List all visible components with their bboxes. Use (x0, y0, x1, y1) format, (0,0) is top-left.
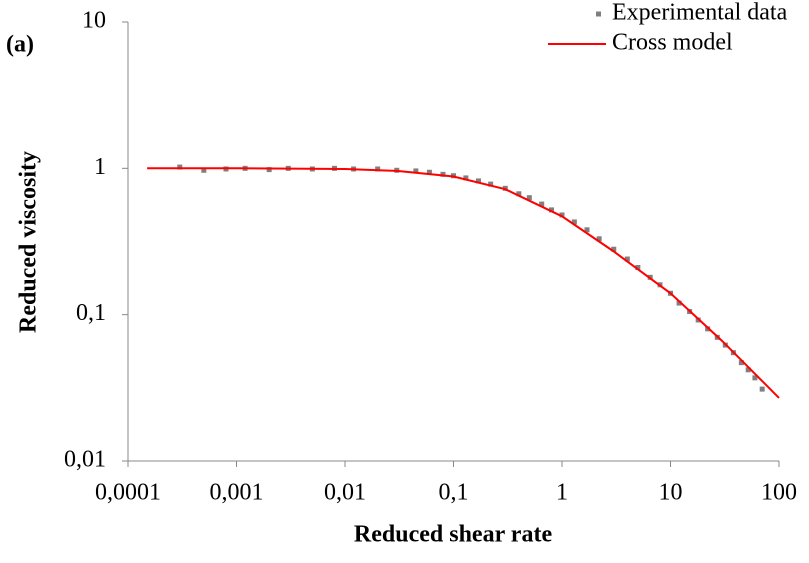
data-point (596, 236, 602, 242)
data-point (266, 167, 272, 173)
y-tick-label: 1 (94, 154, 106, 180)
y-axis-label: Reduced viscosity (16, 151, 42, 333)
y-tick-label: 0,01 (64, 447, 106, 473)
x-axis-label: Reduced shear rate (354, 522, 553, 548)
data-point (584, 227, 590, 233)
data-point (611, 246, 617, 252)
data-point (440, 171, 446, 177)
data-point (571, 219, 577, 225)
x-tick-label: 0,001 (210, 480, 264, 506)
x-tick-label: 100 (761, 480, 797, 506)
model-line (147, 167, 780, 399)
data-point (738, 360, 744, 366)
data-point (201, 167, 207, 173)
y-tick-label: 10 (82, 8, 106, 34)
x-tick-label: 1 (556, 480, 568, 506)
data-point (624, 256, 630, 262)
panel-label: (a) (6, 32, 34, 58)
legend-marker (596, 11, 601, 17)
data-point (539, 201, 545, 207)
data-point (463, 175, 469, 181)
data-point (559, 212, 565, 218)
data-point (752, 375, 758, 381)
data-point (488, 181, 494, 187)
data-point (759, 386, 765, 392)
data-point (548, 207, 554, 213)
y-tick-label: 0,1 (76, 300, 106, 326)
data-point (635, 265, 641, 271)
legend-label: Cross model (612, 30, 733, 56)
data-point (526, 195, 532, 201)
legend-label: Experimental data (612, 0, 788, 26)
x-tick-label: 0,1 (439, 480, 469, 506)
data-point (413, 168, 419, 174)
x-tick-label: 10 (659, 480, 683, 506)
data-point (476, 178, 482, 184)
x-tick-label: 0,01 (324, 480, 366, 506)
data-point (745, 367, 751, 373)
data-point (516, 191, 522, 197)
data-point (426, 169, 432, 175)
data-point (375, 166, 381, 172)
x-tick-label: 0,0001 (95, 480, 161, 506)
data-point (177, 164, 183, 170)
data-point (676, 300, 682, 306)
